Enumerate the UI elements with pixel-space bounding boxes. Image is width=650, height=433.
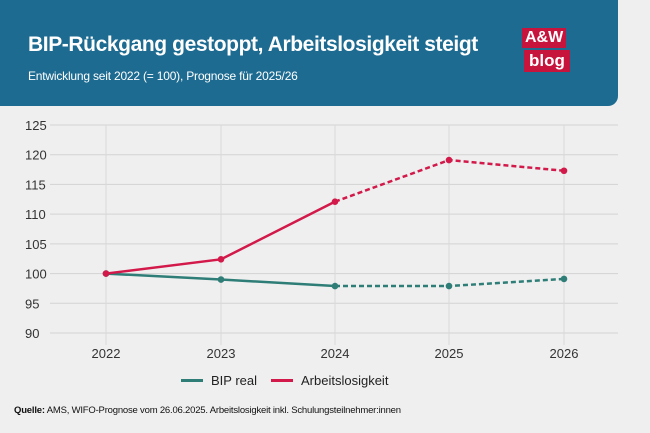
- legend-label-bip: BIP real: [211, 373, 258, 388]
- point-bip-real-2024: [331, 282, 339, 290]
- source-text: AMS, WIFO-Prognose vom 26.06.2025. Arbei…: [44, 405, 401, 416]
- logo-line-1: A&W: [522, 28, 567, 48]
- y-tick-label-110: 110: [25, 207, 46, 222]
- chart-header: BIP-Rückgang gestoppt, Arbeitslosigkeit …: [0, 0, 618, 106]
- point-arbeitslosigkeit-2023: [217, 256, 225, 263]
- point-arbeitslosigkeit-2022: [102, 270, 110, 277]
- legend-label-arbeitslosigkeit: Arbeitslosigkeit: [301, 373, 389, 388]
- x-tick-label-2023: 2023: [207, 346, 236, 361]
- point-arbeitslosigkeit-2024: [331, 198, 339, 205]
- point-arbeitslosigkeit-2025: [445, 156, 453, 164]
- y-tick-label-90: 90: [25, 326, 39, 341]
- y-tick-label-105: 105: [25, 237, 47, 252]
- y-tick-label-125: 125: [25, 118, 47, 133]
- legend-swatch-bip: [181, 379, 203, 382]
- x-tick-label-2022: 2022: [92, 346, 121, 361]
- legend-item-arbeitslosigkeit: Arbeitslosigkeit: [271, 373, 388, 388]
- logo-line-2: blog: [524, 50, 570, 72]
- y-tick-label-95: 95: [25, 296, 39, 311]
- chart-legend: BIP real Arbeitslosigkeit: [0, 373, 650, 391]
- aw-blog-logo: A&W blog: [522, 28, 574, 74]
- legend-swatch-arbeitslosigkeit: [271, 379, 293, 382]
- x-tick-label-2025: 2025: [435, 346, 464, 361]
- chart-title: BIP-Rückgang gestoppt, Arbeitslosigkeit …: [28, 33, 478, 56]
- y-tick-label-100: 100: [25, 267, 47, 282]
- point-arbeitslosigkeit-2026: [560, 167, 568, 175]
- point-bip-real-2025: [445, 282, 453, 290]
- y-tick-label-120: 120: [25, 148, 47, 163]
- source-label: Quelle:: [14, 405, 45, 416]
- point-bip-real-2026: [560, 275, 568, 283]
- point-bip-real-2023: [217, 276, 225, 283]
- y-tick-label-115: 115: [25, 177, 46, 192]
- x-tick-label-2026: 2026: [550, 346, 579, 361]
- legend-item-bip: BIP real: [181, 373, 257, 388]
- chart-subtitle: Entwicklung seit 2022 (= 100), Prognose …: [28, 69, 298, 83]
- source-note: Quelle: AMS, WIFO-Prognose vom 26.06.202…: [14, 405, 401, 416]
- x-tick-label-2024: 2024: [321, 346, 350, 361]
